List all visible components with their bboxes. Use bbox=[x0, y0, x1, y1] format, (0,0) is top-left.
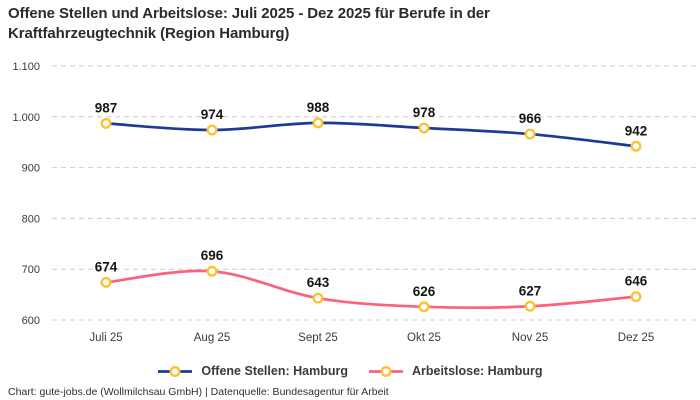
data-point-label: 674 bbox=[95, 259, 118, 274]
data-point-marker bbox=[418, 122, 430, 134]
y-tick-label: 700 bbox=[22, 264, 40, 276]
data-point-marker bbox=[630, 140, 642, 152]
data-point-marker bbox=[206, 124, 218, 136]
x-axis-label: Nov 25 bbox=[512, 332, 548, 344]
data-point-label: 646 bbox=[625, 274, 648, 289]
data-point-marker bbox=[100, 276, 112, 288]
data-point-label: 987 bbox=[95, 100, 118, 115]
series-line-1 bbox=[104, 269, 638, 310]
chart-title: Offene Stellen und Arbeitslose: Juli 202… bbox=[8, 5, 490, 42]
data-point-marker bbox=[206, 265, 218, 277]
x-axis-label: Sept 25 bbox=[298, 332, 338, 344]
series-line-0 bbox=[104, 121, 638, 148]
legend-label: Offene Stellen: Hamburg bbox=[201, 364, 348, 378]
x-axis-label: Dez 25 bbox=[618, 332, 654, 344]
source-credit: Chart: gute-jobs.de (Wollmilchsau GmbH) … bbox=[8, 386, 389, 398]
data-point-label: 643 bbox=[307, 275, 330, 290]
legend-line-sample-icon bbox=[158, 365, 193, 377]
data-point-label: 942 bbox=[625, 123, 648, 138]
y-tick-label: 800 bbox=[22, 213, 40, 225]
data-point-marker bbox=[312, 292, 324, 304]
y-tick-label: 900 bbox=[22, 163, 40, 175]
data-point-marker bbox=[418, 301, 430, 313]
legend-item-0[interactable]: Offene Stellen: Hamburg bbox=[157, 364, 348, 378]
x-axis-label: Juli 25 bbox=[89, 332, 122, 344]
legend-item-1[interactable]: Arbeitslose: Hamburg bbox=[368, 364, 543, 378]
legend-label: Arbeitslose: Hamburg bbox=[411, 364, 543, 378]
data-point-label: 966 bbox=[519, 111, 542, 126]
y-tick-label: 1.100 bbox=[12, 61, 40, 73]
data-point-marker bbox=[312, 117, 324, 129]
data-point-marker bbox=[524, 128, 536, 140]
data-point-marker bbox=[630, 291, 642, 303]
legend-line-sample-icon bbox=[368, 365, 403, 377]
data-point-label: 978 bbox=[413, 105, 436, 120]
y-tick-label: 1.000 bbox=[12, 112, 40, 124]
x-axis-label: Aug 25 bbox=[194, 332, 230, 344]
data-point-label: 696 bbox=[201, 248, 224, 263]
data-point-marker bbox=[100, 117, 112, 129]
data-point-label: 974 bbox=[201, 107, 224, 122]
y-tick-label: 600 bbox=[22, 315, 40, 327]
data-point-label: 626 bbox=[413, 284, 436, 299]
data-point-label: 627 bbox=[519, 283, 542, 298]
x-axis-label: Okt 25 bbox=[407, 332, 441, 344]
chart-legend: Offene Stellen: Hamburg Arbeitslose: Hamb… bbox=[0, 360, 700, 382]
data-point-label: 988 bbox=[307, 100, 330, 115]
data-point-marker bbox=[524, 300, 536, 312]
